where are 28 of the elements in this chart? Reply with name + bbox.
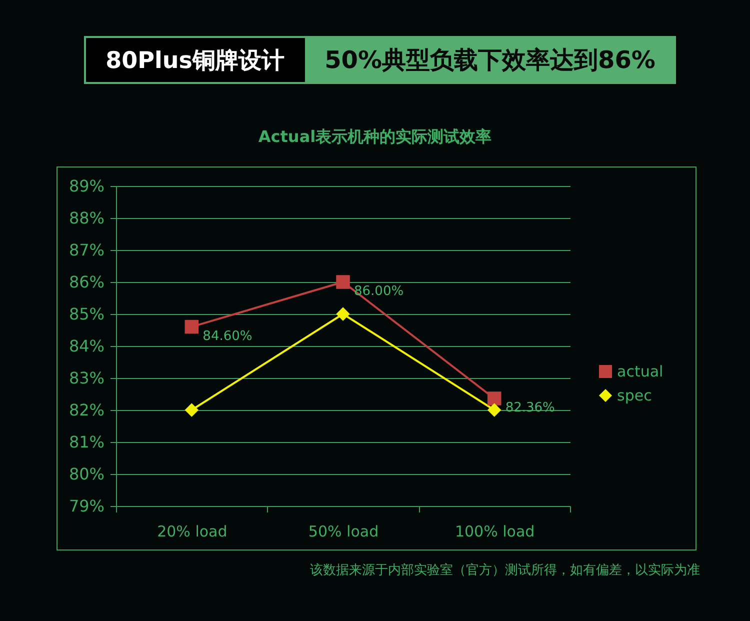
y-tick-label: 86% [68,272,104,292]
data-label: 84.60% [202,328,252,344]
x-tick-label: 50% load [308,522,379,540]
y-tick-label: 82% [68,400,104,420]
data-label: 86.00% [354,284,404,299]
y-tick-label: 87% [68,240,104,260]
point [487,392,502,406]
legend-label: spec [617,386,652,404]
chart-title: 80Plus铜牌设计 [106,48,284,74]
y-tick-label: 79% [68,496,104,516]
y-tick-label: 83% [68,368,104,388]
text: Actual表示机种的实际测试效率 [258,127,492,146]
y-tick-label: 81% [68,432,104,452]
x-tick-label: 20% load [157,522,228,540]
y-tick-label: 88% [68,208,104,228]
point [184,403,199,417]
chart-subtitle: 50%典型负载下效率达到86% [324,46,656,74]
point [336,275,350,289]
y-tick-label: 89% [68,176,104,196]
point [487,403,502,417]
legend-label: actual [617,362,664,380]
text: 该数据来源于内部实验室（官方）测试所得，如有偏差，以实际为准 [310,562,700,578]
y-tick-label: 85% [68,304,104,324]
point [336,307,350,321]
y-tick-label: 84% [68,336,104,356]
x-tick-label: 100% load [454,522,535,540]
y-tick-label: 80% [68,464,104,484]
point [184,320,199,334]
